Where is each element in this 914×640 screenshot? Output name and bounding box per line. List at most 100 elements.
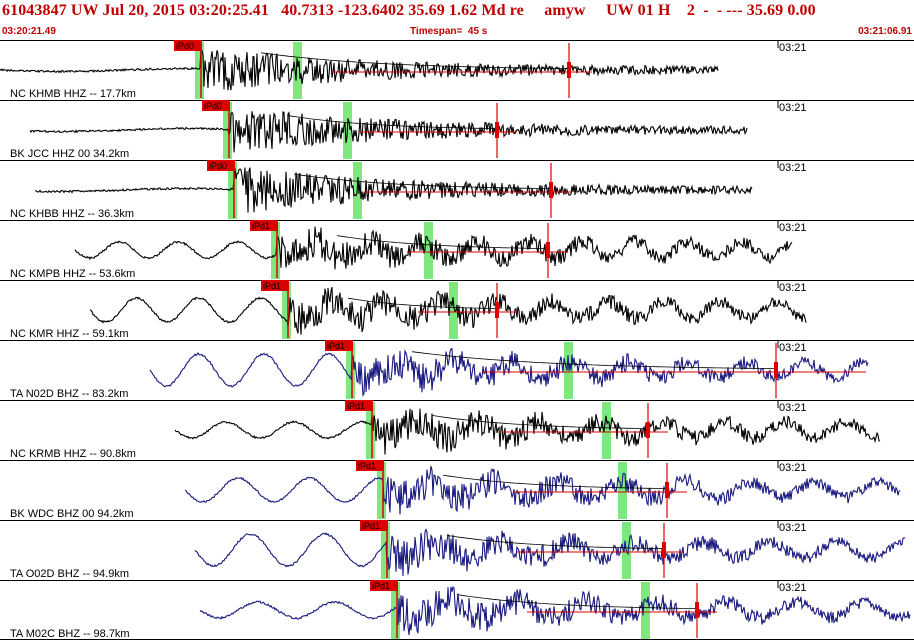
station-label: NC KRMB HHZ -- 90.8km xyxy=(10,448,136,460)
coda-end-marker-box xyxy=(567,62,571,78)
pick-label: iPd1 xyxy=(327,341,345,351)
trace-panel[interactable]: iPd1 03:21 BK WDC BHZ 00 94.2km xyxy=(0,460,914,520)
decay-curve xyxy=(293,173,551,189)
pick-window xyxy=(381,522,390,579)
pick-flag xyxy=(261,280,289,291)
coda-window xyxy=(293,42,302,99)
decay-curve xyxy=(431,415,649,429)
coda-end-marker-box xyxy=(662,542,666,558)
pick-label: iPd0 xyxy=(204,101,222,111)
time-label: 03:21 xyxy=(779,402,807,414)
pick-flag xyxy=(356,460,384,471)
pick-flag xyxy=(370,580,398,591)
decay-curve xyxy=(442,474,668,489)
station-label: NC KHBB HHZ -- 36.3km xyxy=(10,208,134,220)
station-label: NC KMR HHZ -- 59.1km xyxy=(10,328,129,340)
decay-curve xyxy=(411,351,776,369)
time-label: 03:21 xyxy=(779,42,807,54)
waveform xyxy=(34,167,753,213)
pick-window xyxy=(223,102,232,159)
pick-flag xyxy=(325,340,353,351)
end-time: 03:21:06.91 xyxy=(858,26,912,37)
time-label: 03:21 xyxy=(779,282,807,294)
station-label: TA O02D BHZ -- 94.9km xyxy=(10,568,129,580)
trace-panel[interactable]: iPd0 03:21 NC KHMB HHZ -- 17.7km xyxy=(0,40,914,100)
pick-flag xyxy=(174,40,202,51)
station-label: BK WDC BHZ 00 94.2km xyxy=(10,508,133,520)
decay-curve xyxy=(446,535,664,549)
time-label: 03:21 xyxy=(779,162,807,174)
pick-label: iPd1 xyxy=(372,581,390,591)
header-bar: 61043847 UW Jul 20, 2015 03:20:25.41 40.… xyxy=(0,0,914,40)
pick-flag xyxy=(250,220,278,231)
decay-curve xyxy=(456,594,698,609)
pick-label: iPd1 xyxy=(362,521,380,531)
pick-window xyxy=(271,222,280,279)
pick-label: iPd1 xyxy=(252,221,270,231)
coda-end-marker-box xyxy=(495,302,499,318)
decay-curve xyxy=(347,297,497,309)
waveform xyxy=(149,348,869,397)
waveform xyxy=(0,47,719,91)
trace-panel[interactable]: iPd1 03:21 NC KRMB HHZ -- 90.8km xyxy=(0,400,914,460)
coda-end-marker-box xyxy=(549,182,553,198)
pick-label: iPd1 xyxy=(347,401,365,411)
coda-end-marker-box xyxy=(695,602,699,618)
pick-label: iPd1 xyxy=(263,281,281,291)
pick-window xyxy=(228,162,237,219)
pick-flag xyxy=(207,160,235,171)
coda-window xyxy=(641,582,650,639)
start-time: 03:20:21.49 xyxy=(2,26,56,37)
station-label: NC KMPB HHZ -- 53.6km xyxy=(10,268,135,280)
station-label: TA M02C BHZ -- 98.7km xyxy=(10,628,130,640)
coda-end-marker-box xyxy=(665,482,669,498)
time-label: 03:21 xyxy=(779,522,807,534)
waveform xyxy=(184,465,901,515)
time-label: 03:21 xyxy=(779,462,807,474)
time-label: 03:21 xyxy=(779,222,807,234)
trace-panel[interactable]: iPd1 03:21 TA M02C BHZ -- 98.7km xyxy=(0,580,914,640)
trace-panel[interactable]: iPd0 03:21 BK JCC HHZ 00 34.2km xyxy=(0,100,914,160)
coda-end-marker-box xyxy=(774,362,778,378)
pick-flag xyxy=(202,100,230,111)
station-label: NC KHMB HHZ -- 17.7km xyxy=(10,88,136,100)
waveform xyxy=(174,408,881,455)
waveform xyxy=(29,111,748,153)
trace-panel[interactable]: iPd1 03:21 TA O02D BHZ -- 94.9km xyxy=(0,520,914,580)
coda-end-marker-box xyxy=(546,242,550,258)
time-label: 03:21 xyxy=(779,342,807,354)
pick-label: iPd1 xyxy=(358,461,376,471)
pick-window xyxy=(391,582,400,639)
coda-window xyxy=(449,282,458,339)
pick-window xyxy=(377,462,386,519)
timespan-label: Timespan= 45 s xyxy=(410,26,488,37)
decay-curve xyxy=(336,235,546,249)
trace-panel[interactable]: iPd1 03:21 NC KMPB HHZ -- 53.6km xyxy=(0,220,914,280)
trace-panel[interactable]: iPd0 03:21 NC KHBB HHZ -- 36.3km xyxy=(0,160,914,220)
waveform xyxy=(194,527,906,577)
waveform xyxy=(74,226,793,270)
coda-window xyxy=(618,462,627,519)
pick-window xyxy=(346,342,355,399)
pick-window xyxy=(282,282,291,339)
coda-window xyxy=(602,402,611,459)
pick-label: iPd0 xyxy=(209,161,227,171)
coda-end-marker-box xyxy=(495,122,499,138)
coda-end-marker-box xyxy=(646,422,650,438)
decay-curve xyxy=(288,115,498,129)
pick-flag xyxy=(345,400,373,411)
pick-flag xyxy=(360,520,388,531)
pick-window xyxy=(195,42,204,99)
waveform xyxy=(89,287,807,335)
time-label: 03:21 xyxy=(779,102,807,114)
station-label: TA N02D BHZ -- 83.2km xyxy=(10,388,128,400)
trace-panel[interactable]: iPd1 03:21 NC KMR HHZ -- 59.1km xyxy=(0,280,914,340)
station-label: BK JCC HHZ 00 34.2km xyxy=(10,148,129,160)
decay-curve xyxy=(260,52,570,69)
event-title: 61043847 UW Jul 20, 2015 03:20:25.41 40.… xyxy=(2,2,816,19)
time-label: 03:21 xyxy=(779,582,807,594)
trace-panel[interactable]: iPd1 03:21 TA N02D BHZ -- 83.2km xyxy=(0,340,914,400)
coda-window xyxy=(424,222,433,279)
seismogram-panels[interactable]: iPd0 03:21 NC KHMB HHZ -- 17.7km iPd0 03:21 B… xyxy=(0,40,914,640)
pick-label: iPd0 xyxy=(176,41,194,51)
